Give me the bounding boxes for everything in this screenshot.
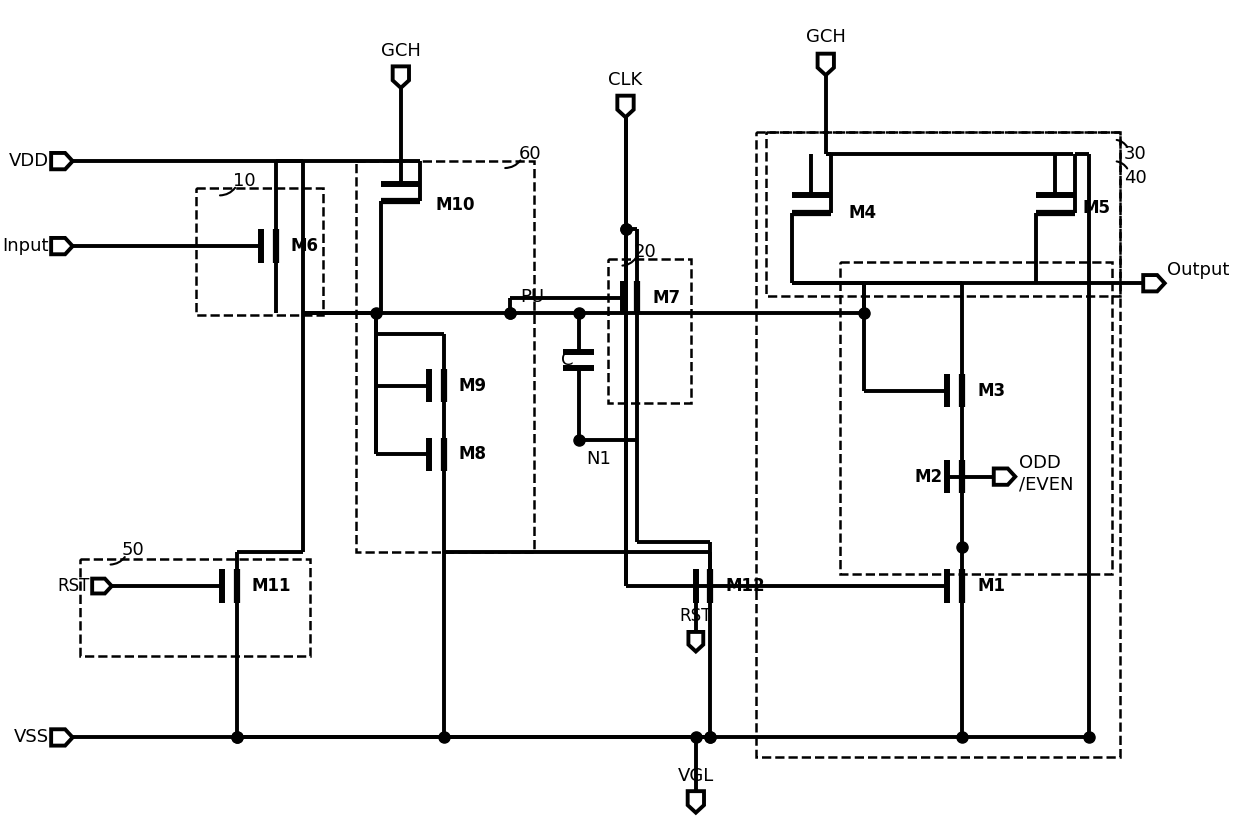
Polygon shape bbox=[51, 729, 73, 746]
Text: 10: 10 bbox=[233, 172, 255, 189]
Text: M12: M12 bbox=[725, 577, 765, 595]
Bar bbox=[756, 132, 1120, 757]
Polygon shape bbox=[92, 578, 112, 593]
Polygon shape bbox=[51, 153, 73, 169]
Bar bbox=[81, 559, 310, 656]
Text: 40: 40 bbox=[1123, 168, 1147, 187]
Text: N1: N1 bbox=[587, 450, 611, 468]
Text: M1: M1 bbox=[977, 577, 1006, 595]
Polygon shape bbox=[688, 632, 703, 651]
Text: M10: M10 bbox=[435, 196, 475, 214]
Text: Output: Output bbox=[1167, 261, 1229, 278]
Polygon shape bbox=[393, 66, 409, 88]
Text: 20: 20 bbox=[634, 243, 656, 261]
Polygon shape bbox=[817, 54, 835, 75]
Text: M6: M6 bbox=[290, 237, 319, 255]
Polygon shape bbox=[618, 96, 634, 117]
Text: M9: M9 bbox=[459, 377, 486, 395]
Text: RST: RST bbox=[58, 577, 91, 595]
Text: ODD: ODD bbox=[1019, 454, 1061, 472]
Bar bbox=[356, 161, 533, 552]
Text: RST: RST bbox=[680, 608, 712, 625]
Text: M5: M5 bbox=[1083, 199, 1111, 217]
Text: M3: M3 bbox=[977, 381, 1006, 400]
Text: M4: M4 bbox=[848, 204, 877, 222]
Text: Input: Input bbox=[2, 237, 50, 255]
Text: M8: M8 bbox=[459, 445, 486, 463]
Text: M11: M11 bbox=[252, 577, 291, 595]
Text: /EVEN: /EVEN bbox=[1019, 475, 1074, 494]
Text: VDD: VDD bbox=[9, 153, 50, 170]
Bar bbox=[841, 261, 1112, 574]
Text: M2: M2 bbox=[915, 468, 942, 486]
Bar bbox=[196, 189, 322, 315]
Polygon shape bbox=[993, 468, 1016, 485]
Text: GCH: GCH bbox=[381, 42, 420, 59]
Text: M7: M7 bbox=[652, 289, 681, 307]
Polygon shape bbox=[1143, 275, 1164, 292]
Polygon shape bbox=[51, 238, 73, 254]
Text: CLK: CLK bbox=[609, 71, 642, 89]
Text: PU: PU bbox=[520, 288, 544, 306]
Bar bbox=[608, 259, 691, 403]
Text: VSS: VSS bbox=[14, 728, 50, 747]
Text: 50: 50 bbox=[122, 541, 145, 559]
Text: GCH: GCH bbox=[806, 28, 846, 46]
Text: 30: 30 bbox=[1123, 145, 1147, 163]
Text: VGL: VGL bbox=[678, 767, 714, 784]
Text: 60: 60 bbox=[518, 145, 541, 163]
Polygon shape bbox=[688, 791, 704, 813]
Text: C: C bbox=[562, 351, 574, 370]
Bar bbox=[766, 132, 1120, 296]
